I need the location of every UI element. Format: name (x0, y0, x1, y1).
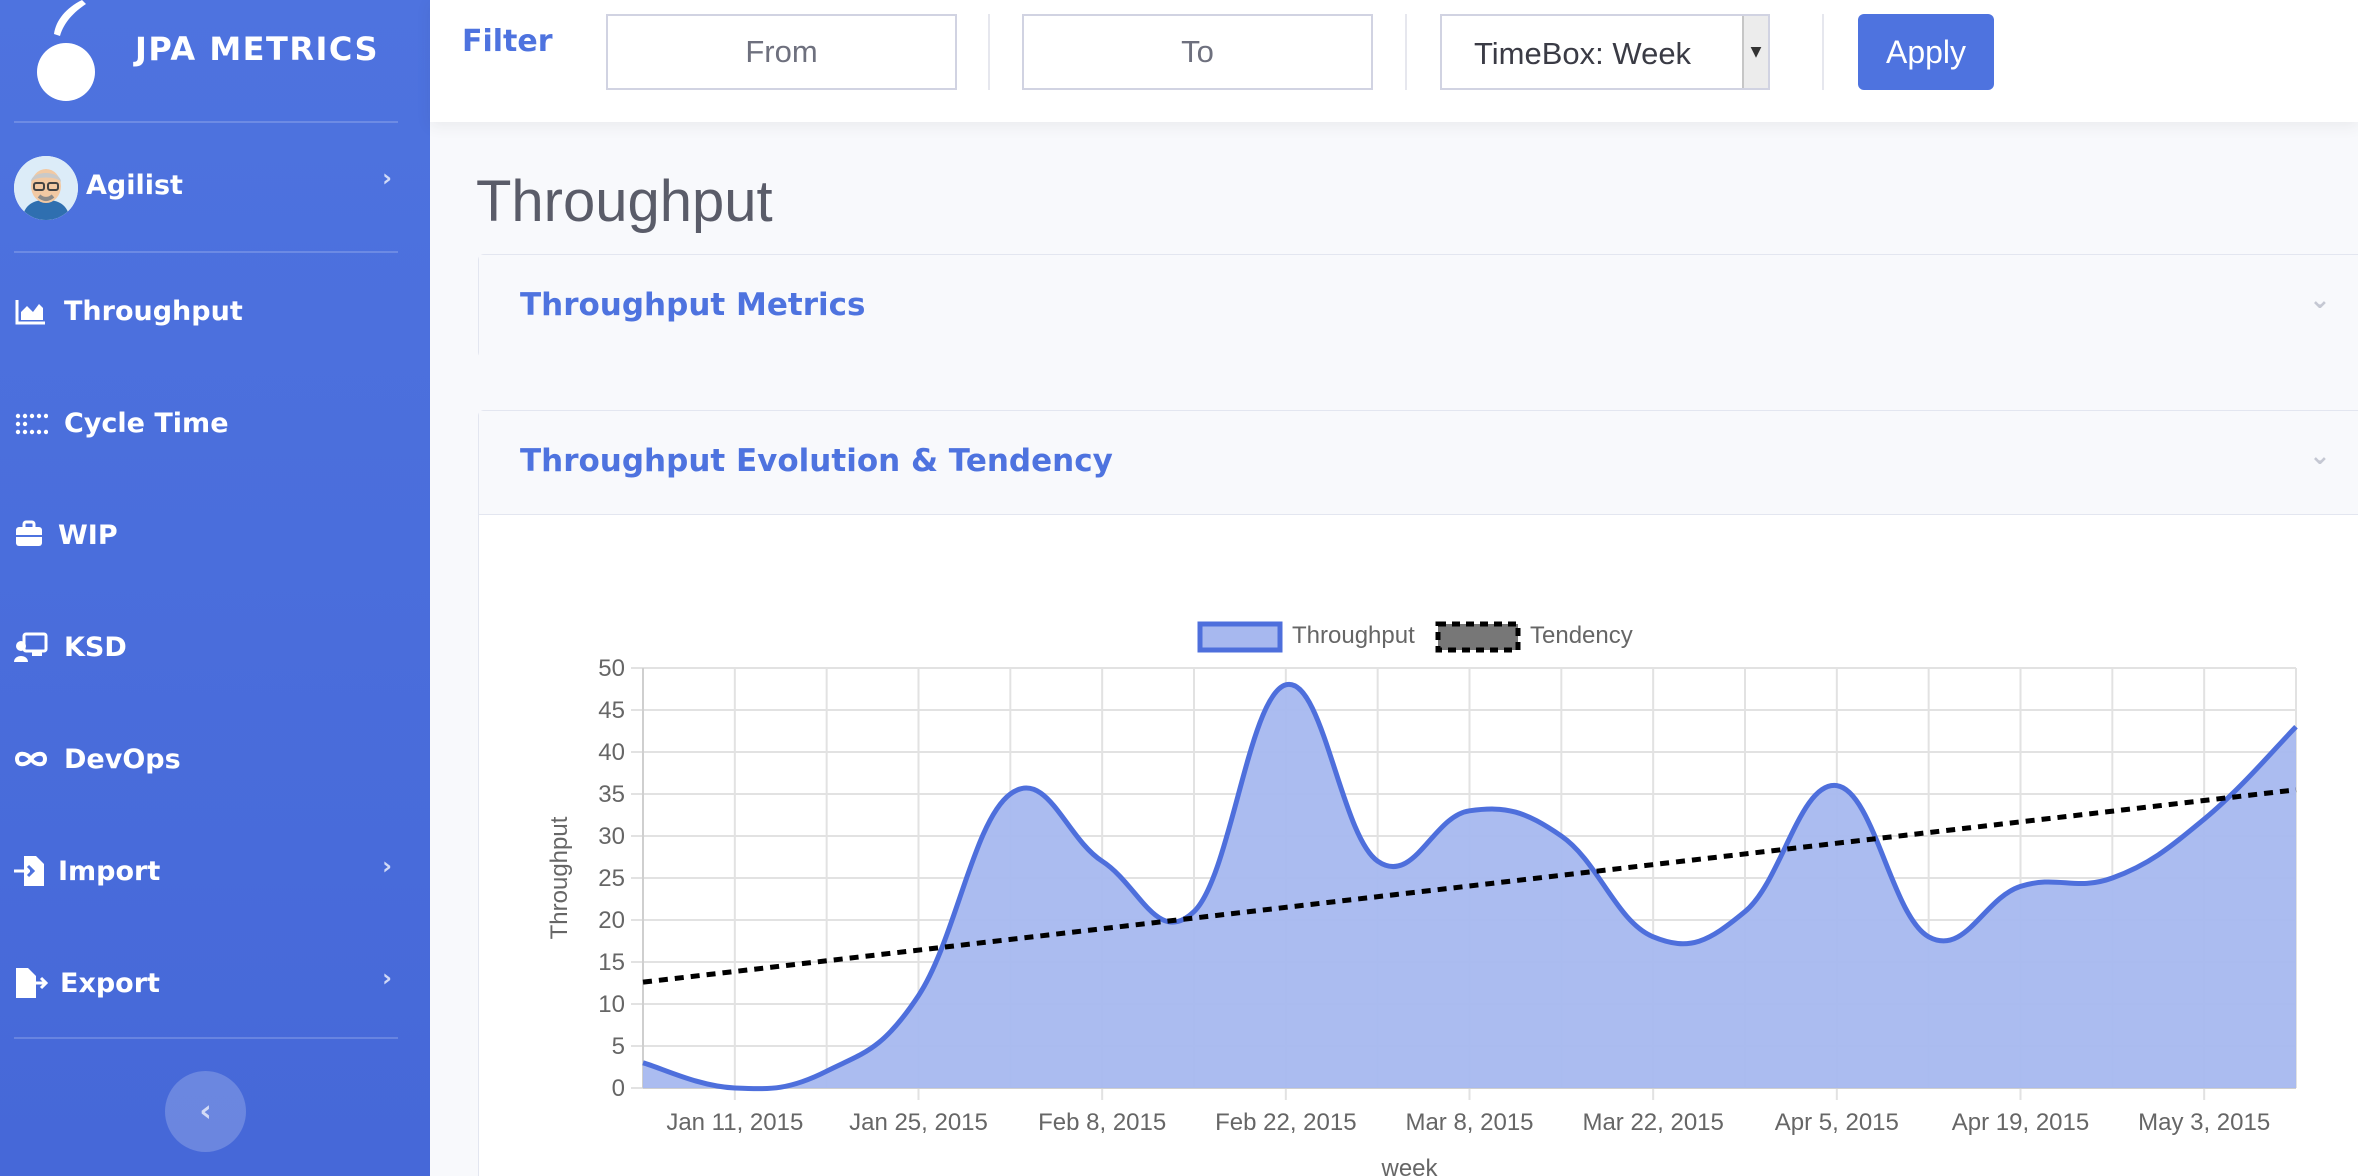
sidebar-item-throughput[interactable]: Throughput (0, 272, 430, 352)
y-tick-label: 5 (612, 1033, 625, 1060)
x-tick-label: May 3, 2015 (2138, 1109, 2270, 1136)
sidebar-item-label: Import (58, 856, 161, 887)
y-tick-label: 15 (598, 949, 625, 976)
file-import-icon (14, 856, 44, 886)
y-tick-label: 40 (598, 739, 625, 766)
x-axis-title: week (1380, 1155, 1438, 1176)
brand-name: JPA METRICS (135, 30, 380, 68)
chevron-right-icon: › (382, 852, 392, 880)
sidebar-item-export[interactable]: Export › (0, 944, 430, 1024)
chalkboard-teacher-icon (14, 632, 48, 662)
card-title: Throughput Metrics (520, 287, 866, 323)
x-tick-label: Apr 19, 2015 (1952, 1109, 2089, 1136)
y-tick-label: 30 (598, 823, 625, 850)
file-export-icon (16, 968, 48, 998)
brand[interactable]: JPA METRICS (0, 0, 430, 120)
tendency-line (642, 787, 2297, 985)
x-tick-label: Jan 25, 2015 (849, 1109, 988, 1136)
sidebar-item-devops[interactable]: DevOps (0, 720, 430, 800)
x-tick-label: Feb 22, 2015 (1215, 1109, 1356, 1136)
sidebar-item-label: WIP (58, 520, 118, 551)
sidebar-item-wip[interactable]: WIP (0, 496, 430, 576)
sidebar-divider (14, 1037, 398, 1039)
legend-swatch-throughput (1197, 621, 1283, 653)
sidebar-item-cycle-time[interactable]: Cycle Time (0, 384, 430, 464)
dots-grid-icon (15, 413, 48, 435)
avatar (14, 156, 78, 220)
x-tick-label: Apr 5, 2015 (1775, 1109, 1899, 1136)
sidebar-item-import[interactable]: Import › (0, 832, 430, 912)
dropdown-arrow-icon[interactable]: ▼ (1742, 16, 1768, 88)
throughput-line (642, 682, 2298, 1092)
x-tick-label: Mar 22, 2015 (1582, 1109, 1723, 1136)
sidebar-divider (14, 251, 398, 253)
x-tick-label: Feb 8, 2015 (1038, 1109, 1166, 1136)
sidebar-divider (14, 121, 398, 123)
legend-swatch-tendency (1435, 621, 1521, 653)
legend-label-tendency: Tendency (1530, 622, 1633, 649)
card-header[interactable]: Throughput Metrics ⌄ (479, 255, 2358, 359)
briefcase-icon (16, 520, 42, 546)
field-divider (988, 14, 990, 90)
area-chart-icon (15, 300, 45, 325)
sidebar-item-ksd[interactable]: KSD (0, 608, 430, 688)
timebox-select[interactable]: TimeBox: Week ▼ (1440, 14, 1770, 90)
user-name: Agilist (86, 170, 183, 201)
apply-button[interactable]: Apply (1858, 14, 1994, 90)
page-title: Throughput (476, 169, 773, 234)
filter-label: Filter (462, 24, 553, 59)
x-tick-label: Jan 11, 2015 (666, 1109, 803, 1136)
y-tick-label: 20 (598, 907, 625, 934)
chevron-down-icon[interactable]: ⌄ (2309, 285, 2331, 315)
chevron-right-icon: › (382, 964, 392, 992)
chart-marks (642, 682, 2298, 1092)
y-tick-label: 25 (598, 865, 625, 892)
chevron-right-icon: › (382, 164, 392, 192)
throughput-metrics-card: Throughput Metrics ⌄ (478, 254, 2358, 359)
y-tick-label: 35 (598, 781, 625, 808)
sidebar-item-label: Export (60, 968, 160, 999)
sidebar-item-label: Cycle Time (64, 408, 229, 439)
sidebar: JPA METRICS Agilist › Throughput (0, 0, 430, 1176)
card-title: Throughput Evolution & Tendency (520, 443, 1113, 479)
infinity-icon (14, 751, 48, 767)
logo-icon (37, 0, 95, 101)
topbar: Filter From To TimeBox: Week ▼ Apply (430, 0, 2358, 122)
card-header[interactable]: Throughput Evolution & Tendency ⌄ (479, 411, 2358, 515)
sidebar-item-label: KSD (64, 632, 127, 663)
field-divider (1405, 14, 1407, 90)
timebox-value: TimeBox: Week (1474, 36, 1692, 71)
y-tick-label: 10 (598, 991, 625, 1018)
user-menu[interactable]: Agilist › (0, 150, 430, 222)
sidebar-item-label: Throughput (64, 296, 243, 327)
chevron-down-icon[interactable]: ⌄ (2309, 441, 2331, 471)
y-axis-title: Throughput (546, 816, 573, 939)
sidebar-toggle-button[interactable]: ‹ (165, 1071, 246, 1152)
y-tick-label: 0 (612, 1075, 625, 1102)
legend-label-throughput: Throughput (1292, 622, 1415, 649)
sidebar-item-label: DevOps (64, 744, 181, 775)
chart-labels: 0 5 10 15 20 25 30 35 40 45 50 Jan 11, 2015 Jan 25, … (546, 655, 2270, 1176)
x-tick-label: Mar 8, 2015 (1405, 1109, 1533, 1136)
to-input[interactable]: To (1022, 14, 1373, 90)
y-tick-label: 45 (598, 697, 625, 724)
field-divider (1822, 14, 1824, 90)
from-input[interactable]: From (606, 14, 957, 90)
y-tick-label: 50 (598, 655, 625, 682)
chart-legend: Throughput Tendency (1197, 621, 1633, 653)
